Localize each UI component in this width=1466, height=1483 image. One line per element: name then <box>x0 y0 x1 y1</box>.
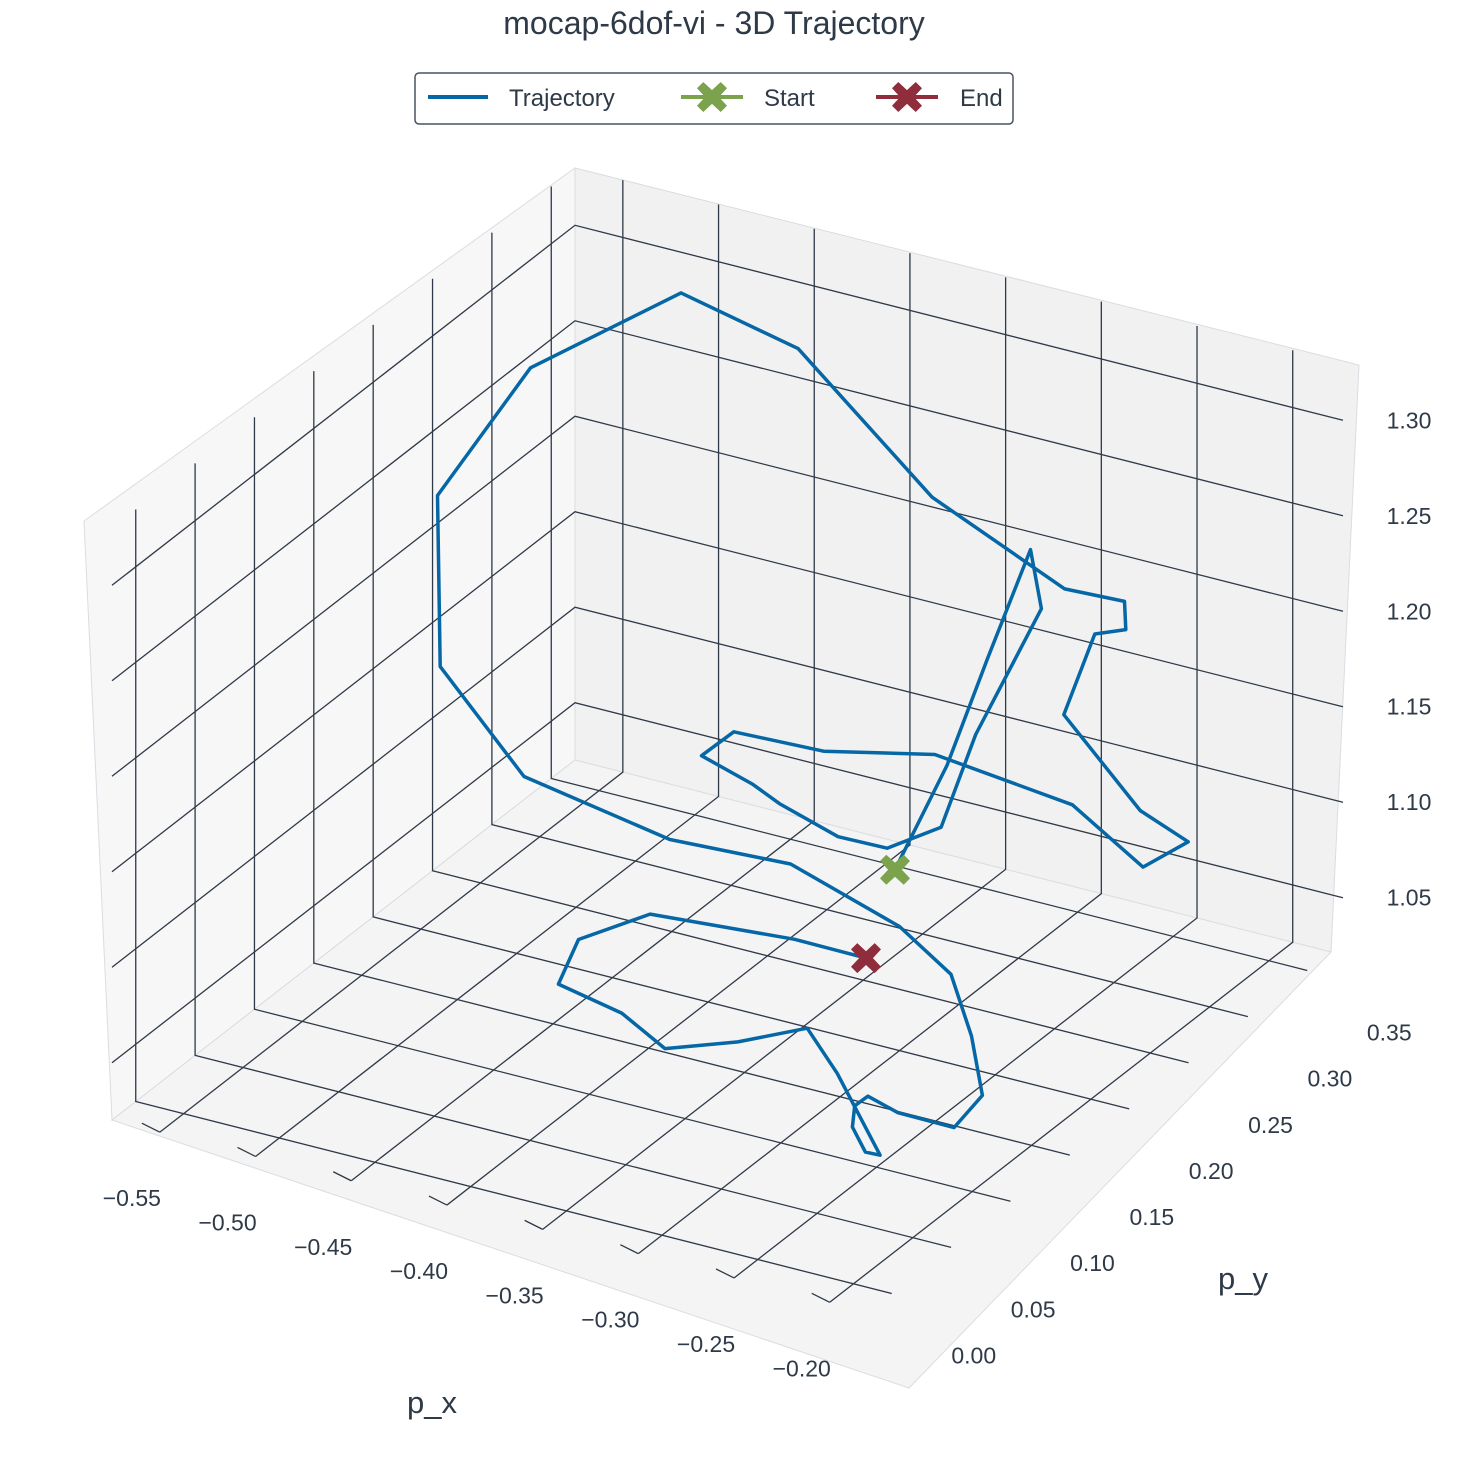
y-tick-label: 0.30 <box>1308 1066 1353 1092</box>
end-marker <box>851 943 881 974</box>
y-gridline <box>313 371 1070 1156</box>
y-gridline <box>135 509 892 1295</box>
z-gridline <box>111 224 1332 586</box>
x-gridline <box>350 228 815 1182</box>
legend-end-marker <box>892 82 922 112</box>
y-tick-label: 0.15 <box>1129 1204 1174 1230</box>
x-tick-mark <box>715 1268 735 1279</box>
z-gridline <box>111 415 1332 777</box>
z-tick-label: 1.15 <box>1387 694 1432 720</box>
y-axis-label: p_y <box>1218 1261 1268 1296</box>
legend-start-label: Start <box>764 85 815 112</box>
y-gridline <box>431 278 1189 1064</box>
x-tick-label: −0.40 <box>390 1258 448 1284</box>
z-tick-mark <box>1330 894 1344 899</box>
legend-end-label: End <box>960 85 1003 112</box>
legend-trajectory-label: Trajectory <box>509 85 615 112</box>
y-tick-label: 0.20 <box>1189 1158 1234 1184</box>
trajectory-line <box>435 291 1190 1157</box>
z-tick-mark <box>1330 703 1344 708</box>
z-gridline <box>111 702 1332 1064</box>
z-gridline <box>111 511 1332 873</box>
x-tick-label: −0.45 <box>294 1234 352 1260</box>
x-tick-label: −0.25 <box>677 1331 735 1357</box>
y-tick-label: 0.25 <box>1248 1112 1293 1138</box>
x-gridline <box>637 301 1102 1255</box>
start-marker <box>880 854 910 885</box>
x-tick-mark <box>428 1195 448 1206</box>
x-tick-label: −0.30 <box>581 1307 639 1333</box>
y-tick-label: 0.00 <box>951 1343 996 1369</box>
x-gridline <box>733 325 1198 1279</box>
y-tick-label: 0.10 <box>1070 1250 1115 1276</box>
x-tick-mark <box>141 1122 161 1133</box>
z-gridline <box>111 320 1332 682</box>
x-tick-mark <box>524 1219 543 1230</box>
y-gridline <box>550 186 1308 972</box>
y-gridline <box>491 232 1249 1018</box>
legend-start-marker <box>697 82 727 112</box>
x-axis-label: p_x <box>407 1385 457 1420</box>
y-tick-label: 0.05 <box>1011 1296 1056 1322</box>
y-gridline <box>253 417 1011 1202</box>
x-tick-mark <box>237 1146 256 1158</box>
x-tick-mark <box>332 1171 352 1182</box>
y-gridline <box>194 463 952 1249</box>
z-tick-label: 1.20 <box>1387 598 1432 624</box>
z-tick-mark <box>1330 416 1344 421</box>
x-tick-mark <box>620 1244 639 1255</box>
x-tick-label: −0.20 <box>773 1355 831 1381</box>
floor-pane <box>110 759 1332 1389</box>
x-gridline <box>542 277 1007 1230</box>
z-tick-mark <box>1330 512 1344 517</box>
back-panes <box>83 167 1360 1389</box>
z-tick-label: 1.30 <box>1387 407 1432 433</box>
x-gridline <box>159 180 624 1133</box>
legend-start-x <box>697 82 727 112</box>
z-tick-mark <box>1330 607 1344 612</box>
x-tick-label: −0.50 <box>198 1209 256 1235</box>
legend-end-x <box>892 82 922 112</box>
z-tick-label: 1.10 <box>1387 789 1432 815</box>
markers <box>851 854 910 974</box>
x-tick-mark <box>811 1292 831 1303</box>
grid-lines <box>111 180 1344 1303</box>
x-gridline <box>829 350 1294 1303</box>
z-tick-label: 1.25 <box>1387 503 1432 529</box>
y-tick-label: 0.35 <box>1367 1019 1412 1045</box>
x-gridline <box>446 253 911 1206</box>
tick-labels: −0.55 −0.50 −0.45 −0.40 −0.35 −0.30 −0.25 −0.20… <box>103 407 1432 1381</box>
chart-title: mocap-6dof-vi - 3D Trajectory <box>503 5 924 41</box>
y-gridline <box>372 324 1130 1110</box>
x-tick-label: −0.35 <box>486 1282 544 1308</box>
x-gridline <box>255 204 720 1157</box>
z-tick-label: 1.05 <box>1387 885 1432 911</box>
z-tick-mark <box>1330 798 1344 803</box>
legend: Trajectory Start End <box>414 72 1014 125</box>
x-tick-label: −0.55 <box>103 1185 161 1211</box>
